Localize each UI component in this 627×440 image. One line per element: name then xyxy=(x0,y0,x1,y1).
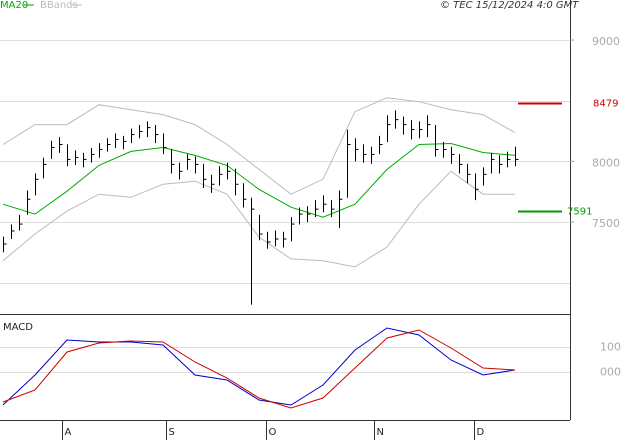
level-label: 7591 xyxy=(567,207,592,218)
upper-band xyxy=(2,97,516,195)
y-tick-label: 7500 xyxy=(592,217,620,230)
y-tick-label: 000 xyxy=(600,366,621,379)
macd-line xyxy=(2,329,516,409)
y-tick-label: 100 xyxy=(600,341,621,354)
y-tick-label: 9000 xyxy=(592,35,620,48)
macd-line xyxy=(2,327,516,406)
x-tick-label: S xyxy=(169,427,175,438)
legend-label: BBands xyxy=(40,0,78,11)
copyright: © TEC 15/12/2024 4:0 GMT xyxy=(440,0,579,11)
x-tick-label: A xyxy=(65,427,72,438)
y-tick-label: 8000 xyxy=(592,156,620,169)
macd-title: MACD xyxy=(3,322,33,333)
x-tick-label: O xyxy=(269,427,277,438)
legend-label: MA20 xyxy=(0,0,28,11)
level-label: 8479 xyxy=(593,99,618,110)
x-tick-label: D xyxy=(477,427,485,438)
ma-line xyxy=(2,142,516,218)
x-tick-label: N xyxy=(377,427,384,438)
